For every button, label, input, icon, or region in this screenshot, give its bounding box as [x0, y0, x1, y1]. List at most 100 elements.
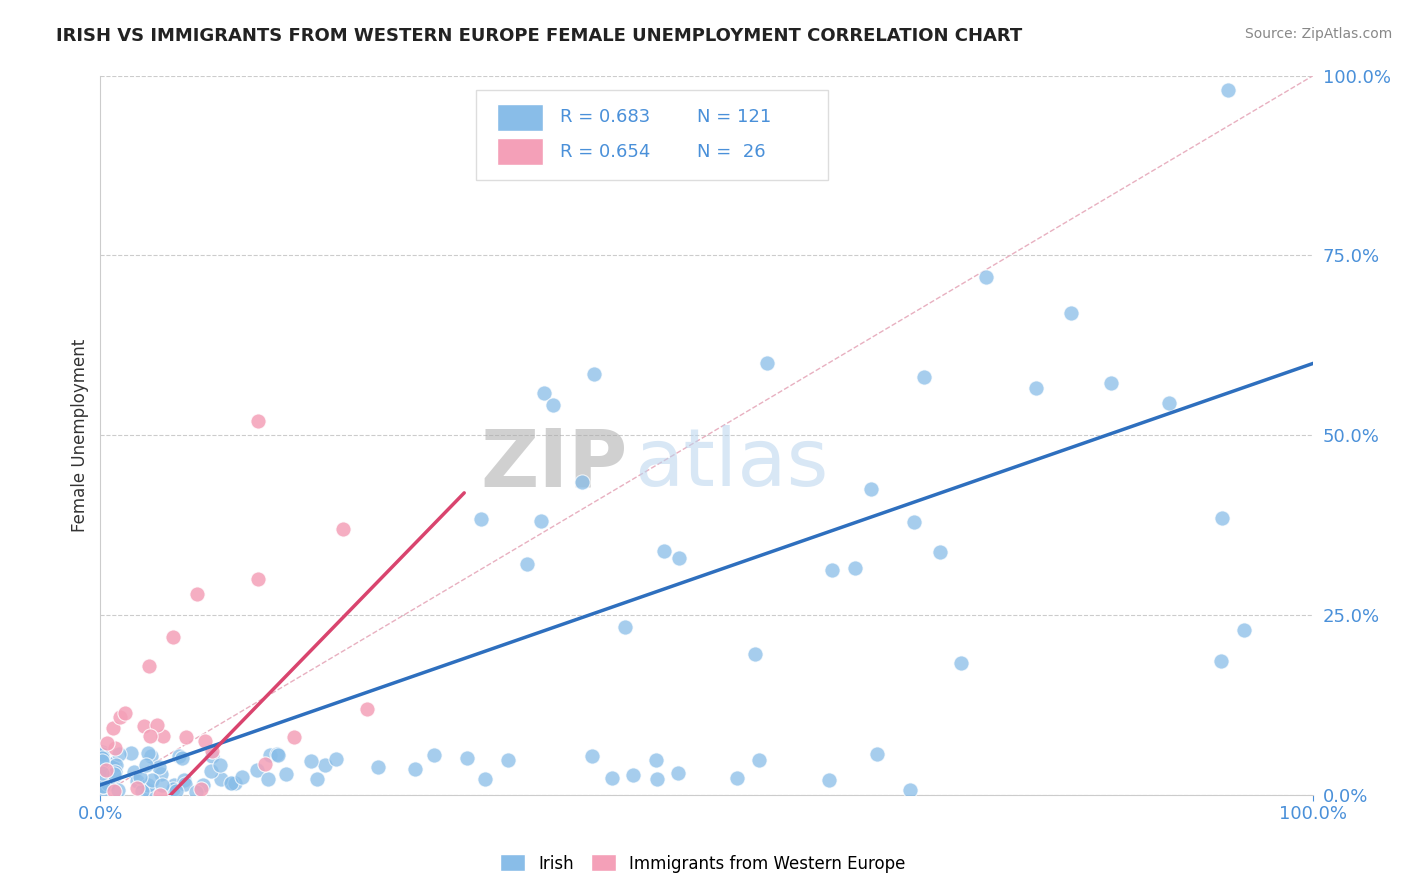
Point [90, 748, 112, 763]
Point [898, 783, 921, 797]
Point [496, 753, 519, 767]
Point [98, 764, 121, 778]
Point [136, 746, 159, 760]
Point [191, 778, 214, 792]
Point [516, 557, 538, 571]
Point [90, 780, 112, 794]
Point [96, 736, 118, 750]
Point [91, 779, 114, 793]
Point [266, 747, 288, 762]
Point [621, 768, 644, 782]
Point [1099, 376, 1122, 391]
Point [149, 767, 172, 781]
Point [600, 771, 623, 785]
Point [474, 772, 496, 787]
Point [247, 572, 270, 586]
Text: R = 0.654: R = 0.654 [560, 143, 651, 161]
Point [543, 398, 565, 412]
Point [173, 772, 195, 787]
Point [107, 782, 129, 797]
Point [274, 767, 297, 781]
Point [1211, 511, 1233, 525]
Point [224, 776, 246, 790]
Point [96, 763, 118, 777]
Point [100, 757, 122, 772]
Point [221, 776, 243, 790]
Point [283, 731, 305, 745]
Point [162, 630, 184, 644]
Point [201, 744, 224, 758]
Point [208, 758, 231, 772]
Point [150, 778, 173, 792]
Point [1218, 83, 1240, 97]
Point [314, 757, 336, 772]
Point [668, 550, 690, 565]
Point [176, 730, 198, 744]
Point [200, 764, 222, 778]
Point [356, 702, 378, 716]
Point [950, 656, 973, 670]
Point [122, 764, 145, 779]
Point [423, 748, 446, 763]
Point [141, 773, 163, 788]
Point [103, 757, 125, 772]
Point [101, 760, 124, 774]
Point [103, 722, 125, 736]
Point [120, 746, 142, 760]
Point [246, 764, 269, 778]
Point [186, 586, 208, 600]
Text: N =  26: N = 26 [697, 143, 766, 161]
Text: R = 0.683: R = 0.683 [560, 108, 651, 127]
Point [844, 561, 866, 575]
Point [163, 778, 186, 792]
Point [172, 751, 194, 765]
Point [725, 772, 748, 786]
Point [136, 779, 159, 793]
Point [267, 747, 290, 762]
Point [132, 719, 155, 733]
Point [253, 757, 276, 772]
Text: Source: ZipAtlas.com: Source: ZipAtlas.com [1244, 27, 1392, 41]
Point [929, 545, 952, 559]
Point [93, 779, 115, 793]
Point [367, 760, 389, 774]
Point [859, 482, 882, 496]
Point [152, 729, 174, 743]
Point [1211, 654, 1233, 668]
Point [581, 749, 603, 764]
Point [91, 749, 114, 764]
Point [654, 544, 676, 558]
Point [105, 758, 128, 772]
Point [90, 786, 112, 800]
FancyBboxPatch shape [477, 90, 828, 180]
Point [903, 515, 925, 529]
Point [90, 747, 112, 761]
Point [533, 385, 555, 400]
Point [332, 522, 354, 536]
Point [149, 788, 172, 802]
Point [974, 270, 997, 285]
Point [162, 782, 184, 797]
Text: ZIP: ZIP [481, 425, 628, 503]
Point [90, 766, 112, 780]
Point [129, 770, 152, 784]
Point [108, 709, 131, 723]
Point [194, 733, 217, 747]
Point [571, 475, 593, 489]
Point [103, 784, 125, 798]
Point [146, 718, 169, 732]
Point [103, 767, 125, 781]
Text: atlas: atlas [634, 425, 828, 503]
Point [135, 758, 157, 772]
Point [647, 772, 669, 786]
FancyBboxPatch shape [496, 103, 543, 131]
Point [614, 619, 637, 633]
Point [131, 784, 153, 798]
Point [138, 658, 160, 673]
Point [818, 772, 841, 787]
Point [307, 772, 329, 787]
Point [91, 766, 114, 780]
Point [127, 780, 149, 795]
Point [231, 770, 253, 784]
Point [325, 752, 347, 766]
